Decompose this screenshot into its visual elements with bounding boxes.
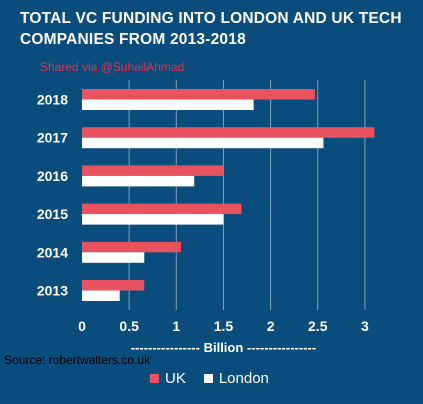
legend: UK London — [150, 370, 287, 387]
y-tick-label-2016: 2016 — [37, 168, 68, 184]
y-tick-label-2013: 2013 — [37, 283, 68, 299]
bar-london-2014 — [82, 252, 145, 263]
bar-london-2018 — [82, 99, 254, 110]
bar-uk-2015 — [82, 203, 242, 215]
x-tick-label-2.5: 2.5 — [308, 318, 328, 334]
bar-uk-2017 — [82, 127, 375, 138]
bar-london-2016 — [82, 175, 195, 187]
bar-uk-2016 — [82, 165, 224, 176]
chart-title: TOTAL VC FUNDING INTO LONDON AND UK TECH… — [20, 10, 402, 48]
y-tick-label-2014: 2014 — [37, 244, 68, 260]
x-tick-label-1.5: 1.5 — [214, 318, 234, 334]
x-tick-label-1: 1 — [172, 318, 180, 334]
x-tick-label-3: 3 — [361, 318, 369, 334]
bar-uk-2014 — [82, 241, 182, 253]
bar-london-2015 — [82, 214, 224, 225]
legend-item-uk: UK — [150, 370, 186, 387]
x-tick-label-2: 2 — [267, 318, 275, 334]
bar-london-2017 — [82, 137, 324, 149]
legend-label-london: London — [218, 370, 269, 387]
bar-uk-2013 — [82, 280, 145, 291]
source-note: Source: robertwalters.co.uk — [4, 353, 151, 367]
bar-uk-2018 — [82, 89, 315, 100]
y-tick-label-2015: 2015 — [37, 206, 68, 222]
x-tick-label-0.5: 0.5 — [119, 318, 139, 334]
legend-label-uk: UK — [165, 370, 186, 387]
y-tick-label-2018: 2018 — [37, 92, 68, 108]
shared-via-watermark: Shared via @SuhailAhmad — [40, 60, 185, 74]
legend-swatch-london — [203, 374, 213, 383]
legend-swatch-uk — [150, 374, 159, 383]
bar-london-2013 — [82, 290, 120, 301]
x-tick-label-0: 0 — [78, 318, 86, 334]
legend-item-london: London — [203, 370, 269, 387]
x-axis-label: ---------------- Billion ---------------… — [131, 340, 316, 355]
y-tick-label-2017: 2017 — [37, 130, 68, 146]
